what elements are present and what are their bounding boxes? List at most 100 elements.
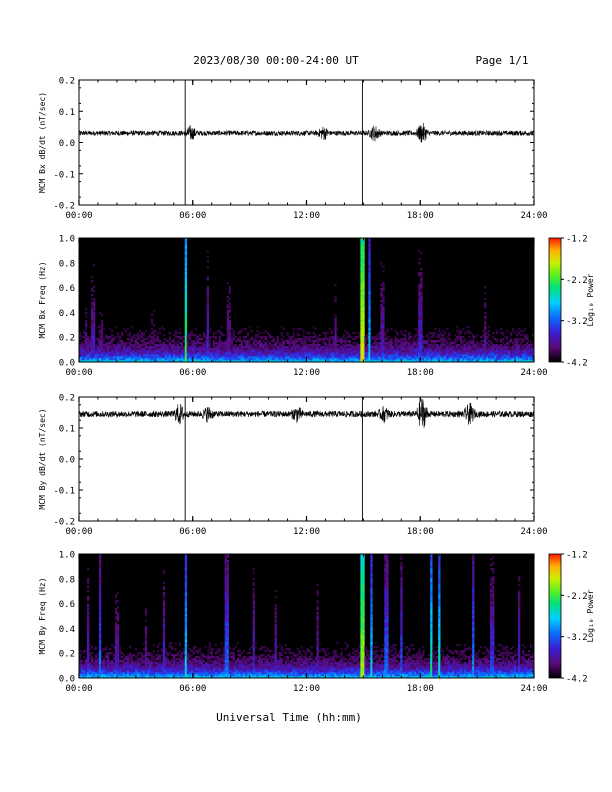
- spectrogram-cell: [240, 676, 243, 679]
- spectrogram-cell: [134, 354, 138, 357]
- spectrogram-cell: [144, 646, 148, 649]
- spectrogram-cell: [328, 336, 331, 339]
- spectrogram-cell: [284, 352, 287, 355]
- spectrogram-cell: [204, 358, 208, 361]
- spectrogram-cell: [98, 674, 102, 677]
- colorbar-tick-label: -4.2: [566, 359, 588, 369]
- spectrogram-cell: [404, 356, 407, 359]
- spectrogram-cell: [482, 358, 485, 361]
- spectrogram-cell: [112, 654, 116, 657]
- spectrogram-cell: [96, 672, 100, 675]
- spectrogram-cell: [274, 354, 277, 357]
- spectrogram-cell: [204, 662, 208, 665]
- spectrogram-cell: [114, 650, 118, 653]
- spectrogram-cell: [304, 342, 307, 345]
- spectrogram-cell: [202, 656, 206, 659]
- spectrogram-cell: [268, 356, 271, 359]
- spectrogram-cell: [388, 352, 391, 355]
- spectrogram-cell: [402, 346, 405, 349]
- spectrogram-cell: [220, 356, 223, 359]
- spectrogram-cell: [206, 676, 210, 679]
- spectrogram-cell: [210, 648, 214, 651]
- spectrogram-cell: [338, 356, 341, 359]
- spectrogram-cell: [468, 332, 471, 335]
- spectrogram-cell: [136, 670, 140, 673]
- spectrogram-cell: [362, 262, 365, 265]
- spectrogram-cell: [218, 654, 221, 657]
- spectrogram-cell: [424, 350, 427, 353]
- spectrogram-cell: [418, 350, 421, 353]
- spectrogram-cell: [184, 242, 188, 245]
- spectrogram-cell: [472, 350, 475, 353]
- spectrogram-cell: [226, 668, 229, 671]
- spectrogram-cell: [260, 356, 263, 359]
- spectrogram-cell: [298, 352, 301, 355]
- page-indicator: Page 1/1: [476, 54, 529, 67]
- spectrogram-cell: [458, 332, 461, 335]
- spectrogram-cell: [502, 334, 505, 337]
- spectrogram-cell: [114, 660, 118, 663]
- spectrogram-cell: [224, 638, 227, 641]
- spectrogram-cell: [420, 318, 423, 321]
- spectrogram-cell: [160, 348, 164, 351]
- spectrogram-cell: [352, 350, 355, 353]
- spectrogram-cell: [92, 674, 96, 677]
- spectrogram-cell: [142, 348, 146, 351]
- spectrogram-cell: [386, 348, 389, 351]
- spectrogram-cell: [184, 600, 188, 603]
- spectrogram-cell: [234, 336, 237, 339]
- spectrogram-cell: [82, 336, 86, 339]
- spectrogram-cell: [184, 240, 188, 243]
- spectrogram-cell: [86, 674, 90, 677]
- spectrogram-cell: [140, 674, 144, 677]
- spectrogram-cell: [114, 634, 118, 637]
- spectrogram-cell: [230, 666, 233, 669]
- spectrogram-cell: [360, 284, 363, 287]
- spectrogram-cell: [164, 352, 168, 355]
- spectrogram-cell: [338, 348, 341, 351]
- spectrogram-cell: [218, 354, 221, 357]
- spectrogram-cell: [322, 358, 325, 361]
- spectrogram-cell: [160, 676, 164, 679]
- spectrogram-cell: [156, 676, 160, 679]
- spectrogram-cell: [418, 292, 421, 295]
- spectrogram-cell: [206, 674, 210, 677]
- spectrogram-cell: [512, 350, 515, 353]
- spectrogram-cell: [226, 360, 229, 363]
- spectrogram-cell: [86, 634, 90, 637]
- spectrogram-cell: [198, 354, 202, 357]
- spectrogram-cell: [366, 354, 369, 357]
- spectrogram-cell: [234, 348, 237, 351]
- spectrogram-cell: [506, 358, 509, 361]
- spectrogram-cell: [230, 342, 233, 345]
- spectrogram-cell: [226, 652, 229, 655]
- spectrogram-cell: [360, 252, 363, 255]
- spectrogram-cell: [90, 330, 94, 333]
- spectrogram-cell: [226, 646, 229, 649]
- spectrogram-cell: [112, 646, 116, 649]
- spectrogram-cell: [220, 346, 223, 349]
- spectrogram-cell: [138, 350, 142, 353]
- spectrogram-cell: [84, 352, 88, 355]
- spectrogram-cell: [362, 240, 365, 243]
- spectrogram-cell: [334, 352, 337, 355]
- spectrogram-cell: [340, 354, 343, 357]
- spectrogram-cell: [102, 662, 106, 665]
- spectrogram-cell: [98, 620, 102, 623]
- spectrogram-cell: [144, 620, 148, 623]
- spectrogram-cell: [114, 654, 118, 657]
- spectrogram-cell: [484, 326, 487, 329]
- spectrogram-cell: [84, 658, 88, 661]
- spectrogram-cell: [79, 672, 82, 675]
- spectrogram-cell: [402, 354, 405, 357]
- spectrogram-cell: [196, 348, 200, 351]
- spectrogram-cell: [118, 346, 122, 349]
- spectrogram-cell: [98, 344, 102, 347]
- spectrogram-cell: [360, 322, 363, 325]
- spectrogram-cell: [102, 670, 106, 673]
- spectrogram-cell: [114, 360, 118, 363]
- spectrogram-cell: [480, 344, 483, 347]
- spectrogram-cell: [200, 668, 204, 671]
- spectrogram-cell: [98, 354, 102, 357]
- spectrogram-cell: [360, 304, 363, 307]
